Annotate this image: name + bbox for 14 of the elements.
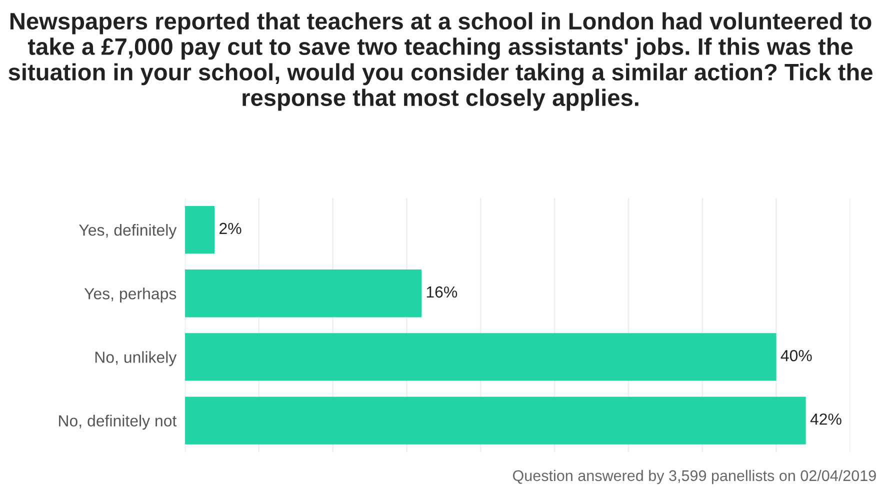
chart-title: Newspapers reported that teachers at a school in London had volunteered to take a £7,000 pay cut to save two teaching assistants' jobs. If this was the situation in your school, would you consider taking a similar action? Tick the response that most closely applies.: [8, 12, 872, 111]
bar: [185, 396, 806, 444]
data-label: 40%: [780, 350, 812, 362]
bar: [185, 206, 215, 254]
data-label: 2%: [220, 222, 242, 234]
y-tick-label: No, definitely not: [59, 414, 177, 430]
bar: [185, 333, 776, 381]
data-label: 42%: [810, 414, 842, 425]
y-tick-label: Yes, definitely: [79, 224, 177, 239]
data-label: 16%: [426, 286, 458, 298]
text: Question answered by 3,599 panellists on 02/04/2019: [512, 470, 876, 484]
bar: [185, 270, 422, 318]
y-tick-label: No, unlikely: [95, 351, 177, 366]
y-tick-label: Yes, perhaps: [84, 288, 176, 302]
